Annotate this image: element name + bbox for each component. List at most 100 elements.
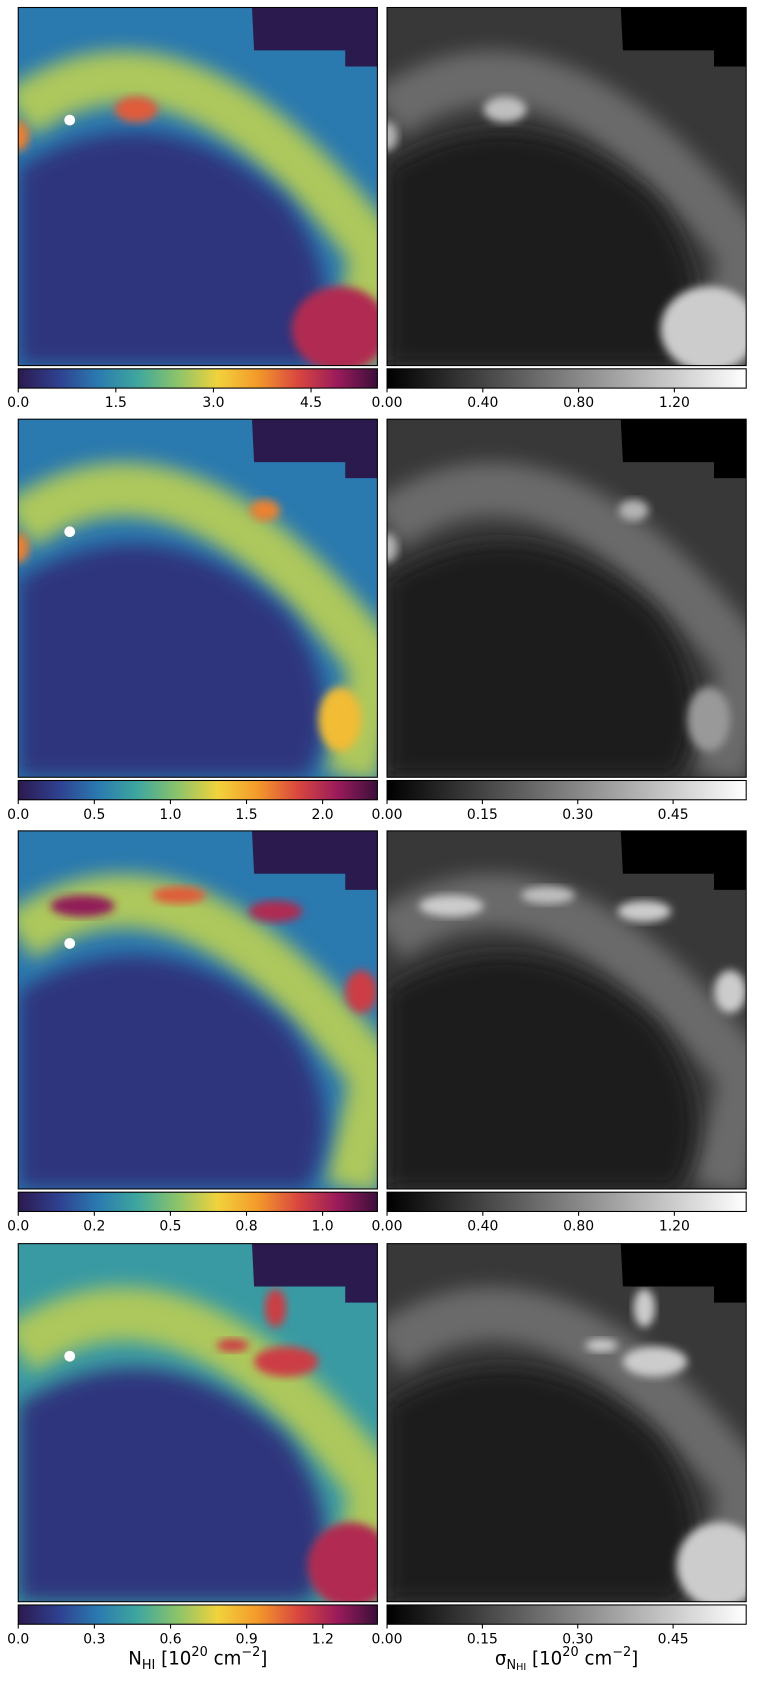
map-frame [386, 418, 747, 778]
tick-label: 1.20 [659, 395, 690, 411]
map-feature [618, 499, 649, 522]
tick-label: 0.9 [236, 1631, 258, 1647]
map-arc [18, 50, 378, 366]
map-mask [251, 7, 378, 67]
map-panel [387, 419, 747, 778]
map-feature [152, 886, 206, 904]
tick-label: 0.00 [372, 395, 403, 411]
tick-label: 0.15 [467, 1631, 498, 1647]
map-mask [620, 419, 747, 479]
tick-label: 0.30 [562, 1631, 593, 1647]
tick-label: 0.80 [563, 395, 594, 411]
axis-label-part: N [506, 1657, 516, 1672]
tick-label: 4.5 [300, 395, 322, 411]
colorbar [386, 368, 747, 389]
axis-label-part: 20 [562, 1645, 578, 1660]
axis-label: σNHI [1020 cm−2] [495, 1645, 638, 1674]
tick-label: 0.15 [467, 807, 498, 823]
tick-label: 0.8 [235, 1218, 257, 1234]
map-frame [386, 1243, 747, 1603]
map-feature [633, 1288, 656, 1328]
tick-label: 0.40 [467, 395, 498, 411]
map-cavity [387, 1368, 694, 1602]
tick-label: 0.0 [7, 1218, 29, 1234]
map-feature [307, 1522, 378, 1602]
map-mask [620, 1243, 747, 1303]
tick-label: 0.40 [467, 1218, 498, 1234]
axis-label-part: σ [495, 1649, 507, 1670]
tick-label: 1.5 [235, 807, 257, 823]
map-mask [251, 1243, 378, 1303]
map-panel [387, 7, 747, 366]
axis-label-part: 20 [191, 1645, 207, 1660]
map-mask [620, 830, 747, 890]
map-arc [18, 462, 378, 778]
map-cavity [18, 132, 325, 366]
map-mask [251, 419, 378, 479]
map-arc [387, 50, 747, 366]
tick-label: 0.0 [7, 395, 29, 411]
tick-label: 1.0 [312, 1218, 334, 1234]
colorbar [17, 368, 378, 389]
map-panel [18, 419, 378, 778]
tick-label: 0.00 [372, 1218, 403, 1234]
map-frame [386, 6, 747, 367]
axis-label-part: ] [631, 1649, 638, 1670]
tick-label: 0.0 [7, 1631, 29, 1647]
map-feature [264, 1288, 287, 1328]
axis-label-part: [10 [155, 1649, 191, 1670]
axis-label-part: cm [579, 1649, 613, 1670]
colorbar [17, 1191, 378, 1213]
map-feature [216, 1339, 249, 1352]
map-feature [254, 1346, 319, 1377]
marker-dot [64, 938, 76, 949]
map-feature [687, 687, 731, 752]
map-feature [318, 687, 362, 752]
colorbar [386, 1604, 747, 1625]
tick-label: 1.2 [312, 1631, 334, 1647]
axis-label-part: N [128, 1649, 142, 1670]
tick-label: 0.00 [372, 1631, 403, 1647]
tick-label: 1.20 [659, 1218, 690, 1234]
tick-label: 0.80 [563, 1218, 594, 1234]
map-feature [387, 532, 398, 563]
axis-label-part: −2 [241, 1645, 260, 1660]
tick-label: 0.5 [159, 1218, 181, 1234]
axis-label: NHI [1020 cm−2] [128, 1645, 267, 1673]
map-feature [114, 96, 158, 123]
map-panel [387, 1243, 747, 1602]
axis-label-part: −2 [612, 1645, 631, 1660]
tick-label: 0.45 [658, 807, 689, 823]
map-panel [18, 1243, 378, 1602]
tick-label: 0.30 [562, 807, 593, 823]
tick-label: 0.45 [658, 1631, 689, 1647]
tick-label: 1.5 [105, 395, 127, 411]
tick-label: 3.0 [202, 395, 224, 411]
map-arc [387, 1287, 747, 1602]
colorbar [17, 1604, 378, 1625]
map-feature [585, 1339, 618, 1352]
map-mask [620, 7, 747, 67]
axis-label-part: [10 [526, 1649, 562, 1670]
map-feature [483, 96, 527, 123]
tick-label: 2.0 [312, 807, 334, 823]
map-mask [251, 830, 378, 890]
tick-label: 0.5 [83, 807, 105, 823]
map-feature [248, 900, 303, 923]
tick-label: 0.0 [7, 807, 29, 823]
axis-label-part: HI [516, 1662, 526, 1673]
map-panel [18, 7, 378, 366]
map-feature [50, 895, 115, 917]
tick-label: 0.00 [372, 807, 403, 823]
map-feature [387, 121, 398, 152]
map-frame [17, 6, 378, 367]
colorbar [386, 1191, 747, 1213]
map-frame [386, 830, 747, 1190]
axis-label-part: ] [260, 1649, 267, 1670]
map-frame [17, 418, 378, 778]
map-panel [18, 830, 378, 1189]
map-arc [18, 1287, 378, 1602]
map-frame [17, 830, 378, 1190]
axis-label-part: HI [142, 1657, 155, 1672]
